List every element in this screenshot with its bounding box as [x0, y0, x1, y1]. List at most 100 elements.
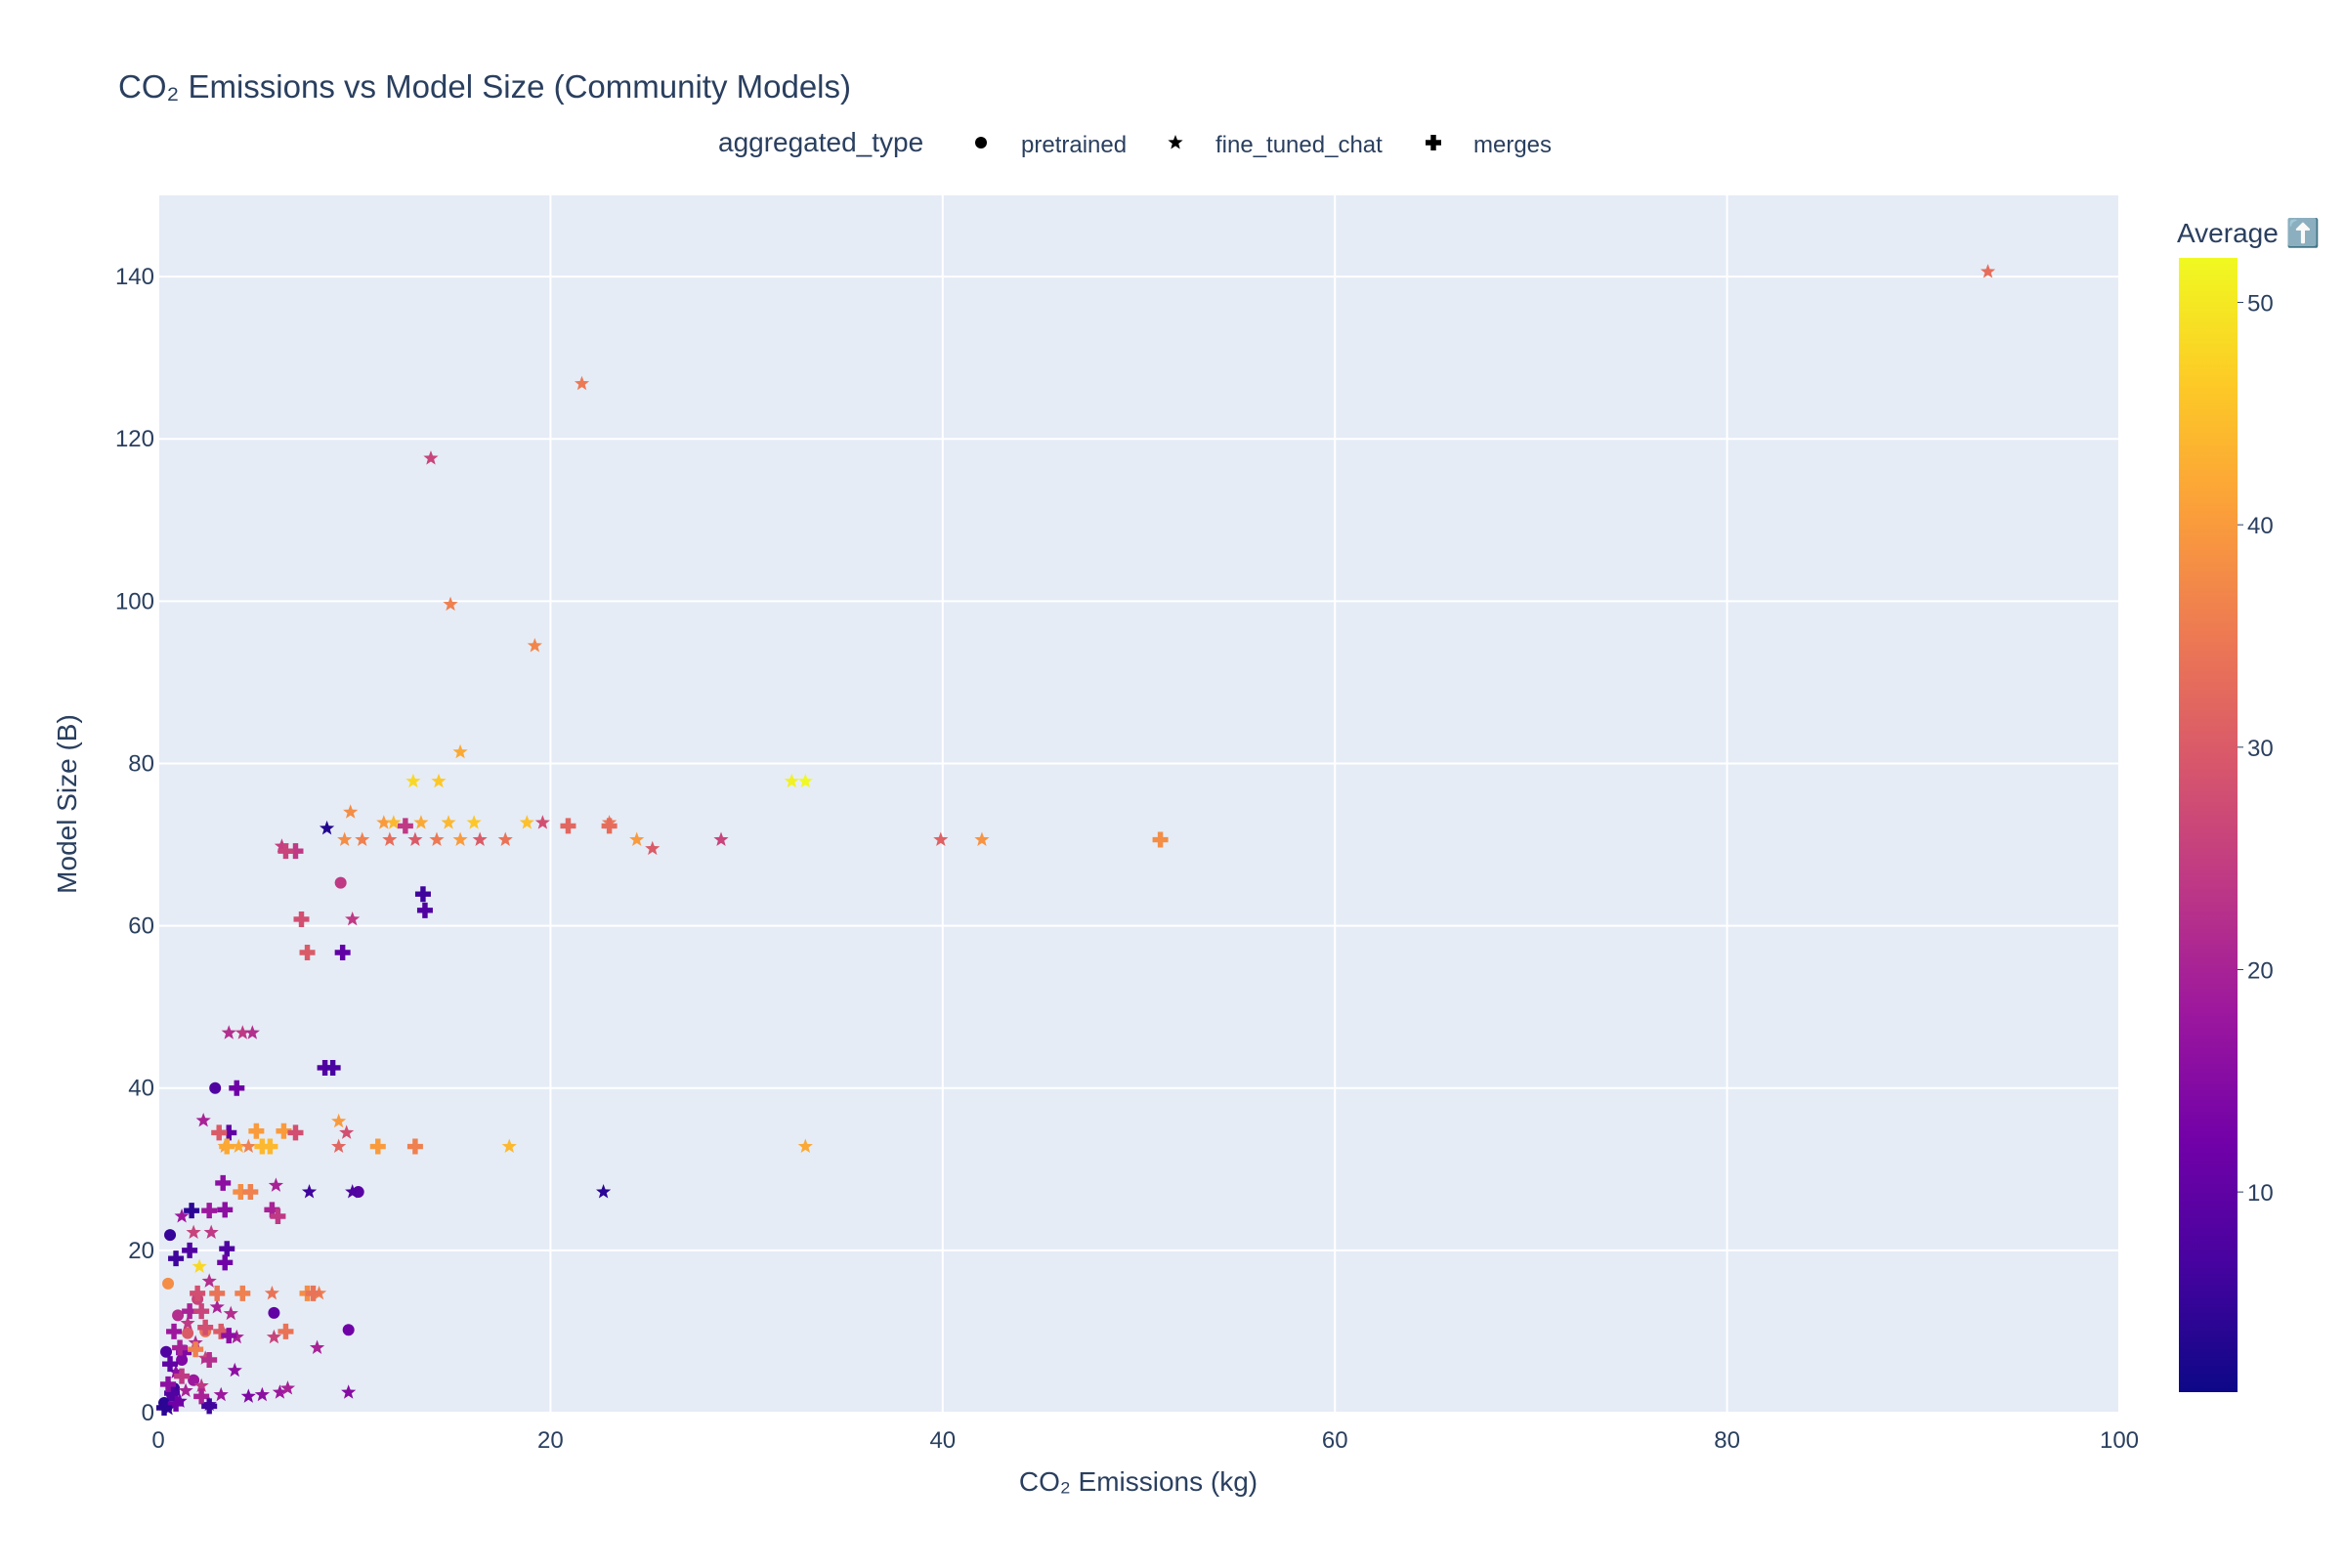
data-point [272, 1384, 288, 1399]
data-point [287, 843, 304, 860]
data-markers [156, 264, 1996, 1417]
data-point [234, 1025, 250, 1039]
data-point [213, 1386, 229, 1402]
data-point [264, 1285, 280, 1300]
data-point [414, 886, 431, 903]
data-point [264, 1202, 280, 1218]
data-point [229, 1080, 245, 1096]
data-point [452, 831, 468, 847]
data-point [188, 1341, 204, 1358]
data-point [244, 1025, 260, 1039]
data-point [242, 1184, 259, 1201]
data-point [227, 1362, 242, 1377]
data-point [221, 1124, 237, 1141]
data-point [797, 1138, 813, 1154]
data-point [287, 1124, 304, 1141]
data-point [172, 1309, 185, 1322]
y-tick-label: 80 [128, 750, 154, 777]
data-point [254, 1138, 271, 1155]
data-point [337, 831, 353, 847]
x-tick-label: 0 [151, 1427, 164, 1454]
y-tick-label: 60 [128, 913, 154, 940]
data-point [406, 1138, 423, 1155]
data-point [560, 818, 576, 834]
colorbar-tick-label: 20 [2247, 957, 2274, 984]
data-point [262, 1138, 278, 1155]
data-point [339, 1124, 355, 1139]
data-point [195, 1112, 211, 1127]
data-point [209, 1299, 225, 1314]
data-point [215, 1174, 232, 1191]
data-point [405, 773, 421, 788]
data-point [277, 1323, 294, 1339]
data-point [180, 1315, 195, 1331]
data-point [601, 818, 618, 834]
legend-label: pretrained [1021, 132, 1127, 158]
data-point [423, 450, 439, 465]
data-point [219, 1138, 235, 1155]
data-point [160, 1345, 173, 1358]
data-point [162, 1356, 179, 1373]
data-point [182, 1303, 198, 1320]
data-point [221, 1025, 236, 1039]
data-point [203, 1224, 219, 1240]
data-point [574, 375, 590, 391]
x-tick-label: 80 [1714, 1427, 1740, 1454]
data-point [369, 1138, 386, 1155]
data-point [219, 1241, 235, 1257]
legend-label: merges [1473, 132, 1552, 158]
y-axis-title: Model Size (B) [52, 714, 82, 894]
data-point [305, 1285, 321, 1301]
y-tick-label: 140 [115, 264, 154, 290]
colorbar-tick-label: 50 [2247, 291, 2274, 318]
y-tick-label: 20 [128, 1238, 154, 1264]
data-point [933, 831, 949, 847]
data-point [386, 815, 402, 829]
data-point [168, 1250, 185, 1267]
data-point [156, 1400, 173, 1417]
data-point [431, 773, 447, 788]
data-point [174, 1208, 190, 1223]
data-point [416, 902, 433, 918]
data-point [217, 1202, 234, 1218]
data-point [229, 1329, 244, 1344]
data-point [213, 1323, 230, 1339]
y-tick-label: 40 [128, 1076, 154, 1102]
data-point [319, 820, 335, 835]
data-point [472, 831, 488, 847]
data-point [164, 1385, 181, 1402]
data-point [234, 1285, 251, 1301]
data-point [178, 1382, 193, 1398]
legend: aggregated_type pretrained fine_tuned_cha… [718, 127, 1552, 158]
data-point [342, 1324, 355, 1336]
data-point [334, 945, 351, 961]
data-point [172, 1393, 188, 1408]
colorbar-tick-label: 10 [2247, 1180, 2274, 1207]
colorbar-gradient [2179, 258, 2238, 1392]
data-point [166, 1323, 183, 1339]
legend-marker-cross [1426, 135, 1441, 150]
y-tick-label: 0 [142, 1400, 154, 1426]
data-point [331, 1138, 347, 1154]
data-point [534, 815, 550, 829]
data-point [164, 1229, 177, 1242]
x-tick-label: 60 [1322, 1427, 1348, 1454]
data-point [268, 1306, 280, 1319]
data-point [527, 638, 542, 653]
data-point [309, 1339, 325, 1355]
data-point [293, 911, 310, 927]
colorbar-ticks: 10 20 30 40 50 [2238, 291, 2274, 1207]
data-point [209, 1081, 222, 1094]
data-point [188, 1374, 200, 1386]
legend-marker-circle [975, 137, 987, 148]
data-point [182, 1327, 194, 1339]
data-point [168, 1364, 184, 1378]
data-point [345, 911, 361, 926]
data-point [248, 1123, 265, 1139]
data-point [231, 1138, 246, 1154]
colorbar-title: Average ⬆️ [2177, 217, 2320, 249]
data-point [186, 1224, 201, 1240]
data-point [334, 876, 347, 889]
